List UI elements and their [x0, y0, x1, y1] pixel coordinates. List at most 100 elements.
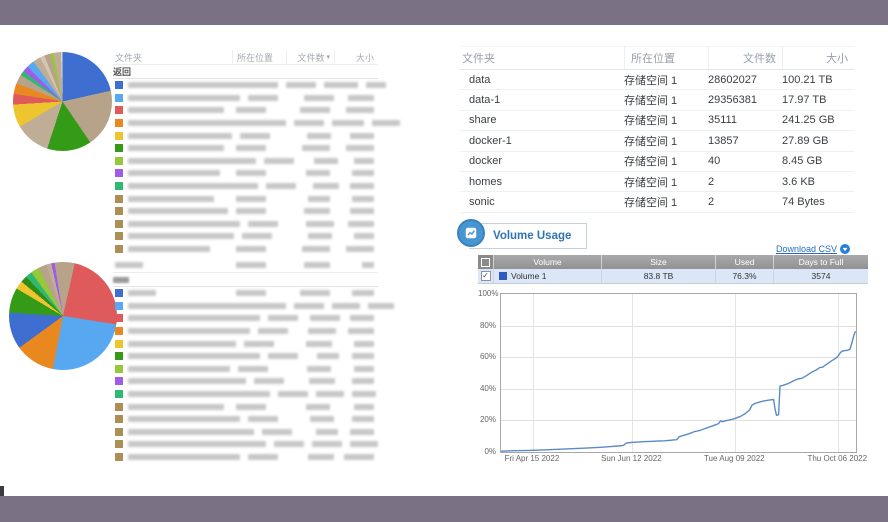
- download-csv-link[interactable]: Download CSV: [775, 244, 837, 254]
- blurred-size: [347, 94, 374, 101]
- x-axis-tick-label: Fri Apr 15 2022: [504, 454, 560, 463]
- column-header-folder[interactable]: 文件夹: [462, 53, 495, 65]
- blurred-size: [354, 403, 374, 410]
- folder-color-swatch: [115, 106, 123, 115]
- volume-usage-title: Volume Usage: [493, 230, 572, 242]
- folder-name: share: [469, 114, 497, 127]
- blurred-folder-row[interactable]: [113, 180, 378, 193]
- folder-row[interactable]: share 存储空间 1 35111 241.25 GB: [460, 111, 854, 132]
- blurred-folder-name: [128, 145, 224, 152]
- blurred-folder-name: [128, 315, 260, 322]
- folder-color-swatch: [115, 169, 123, 178]
- blurred-folder-row[interactable]: [113, 92, 378, 105]
- blurred-filecount: [332, 120, 364, 127]
- volume-size: 83.8 TB: [601, 269, 715, 283]
- blurred-folder-row[interactable]: [113, 155, 378, 168]
- folder-filecount: 28602027: [708, 73, 757, 86]
- folder-row[interactable]: docker-1 存储空间 1 13857 27.89 GB: [460, 131, 854, 152]
- volume-color-swatch: [499, 272, 507, 280]
- blurred-folder-row[interactable]: [113, 325, 378, 338]
- back-link[interactable]: 返回: [113, 65, 378, 79]
- blurred-folder-row[interactable]: [113, 300, 394, 313]
- blurred-folder-row[interactable]: [113, 363, 378, 376]
- blurred-folder-row[interactable]: [113, 192, 378, 205]
- blurred-size: [368, 302, 394, 309]
- usage-line-series: [501, 330, 856, 452]
- blurred-filecount: [300, 290, 330, 297]
- blurred-filecount: [324, 82, 358, 89]
- window-top-bar: [0, 0, 888, 25]
- blurred-folder-row[interactable]: [113, 337, 378, 350]
- back-link-blurred[interactable]: [113, 273, 378, 287]
- blurred-folder-row[interactable]: [113, 375, 378, 388]
- folder-row[interactable]: data-1 存储空间 1 29356381 17.97 TB: [460, 90, 854, 111]
- left-folders-table-top: 文件夹 所在位置 文件数 ▾ 大小 返回: [113, 50, 400, 256]
- download-icon[interactable]: [840, 244, 850, 256]
- blurred-folder-row[interactable]: [113, 117, 400, 130]
- blurred-folder-name: [128, 290, 156, 297]
- blurred-folder-row[interactable]: [113, 287, 378, 300]
- blurred-location: [248, 454, 278, 461]
- column-header-filecount[interactable]: 文件数: [708, 47, 782, 69]
- volume-usage-tab[interactable]: Volume Usage: [469, 223, 588, 249]
- blurred-location: [236, 208, 266, 215]
- table-header-row-blurred: [113, 258, 378, 273]
- blurred-folder-row[interactable]: [113, 218, 378, 231]
- folder-name: docker: [469, 155, 503, 168]
- blurred-folder-row[interactable]: [113, 230, 378, 243]
- folder-row[interactable]: sonic 存储空间 1 2 74 Bytes: [460, 192, 854, 213]
- blurred-filecount: [300, 107, 330, 114]
- column-header-size[interactable]: 大小: [782, 47, 854, 69]
- blurred-folder-row[interactable]: [113, 413, 378, 426]
- folder-size: 100.21 TB: [782, 73, 833, 86]
- column-header-location[interactable]: 所在位置: [624, 47, 708, 69]
- folder-location: 存储空间 1: [624, 74, 678, 87]
- column-header-location[interactable]: 所在位置: [232, 50, 286, 64]
- blurred-folder-row[interactable]: [113, 142, 378, 155]
- blurred-folder-name: [128, 246, 210, 253]
- blurred-location: [248, 416, 278, 423]
- blurred-folder-row[interactable]: [113, 129, 378, 142]
- select-all-checkbox[interactable]: [478, 255, 493, 269]
- gridline: [501, 420, 856, 422]
- blurred-size: [351, 416, 374, 423]
- blurred-filecount: [317, 353, 340, 360]
- folder-color-swatch: [115, 364, 123, 373]
- column-header-size: Size: [601, 255, 715, 269]
- folder-name: homes: [469, 175, 503, 188]
- folder-color-swatch: [115, 232, 123, 241]
- blurred-folder-row[interactable]: [113, 167, 378, 180]
- blurred-folder-row[interactable]: [113, 426, 378, 439]
- column-header-filecount[interactable]: 文件数 ▾: [286, 50, 334, 64]
- blurred-folder-row[interactable]: [113, 400, 378, 413]
- x-axis-tick-label: Tue Aug 09 2022: [703, 454, 765, 463]
- blurred-folder-row[interactable]: [113, 312, 378, 325]
- column-header-folder[interactable]: 文件夹: [115, 52, 143, 63]
- folder-name: data: [469, 73, 491, 86]
- folder-row[interactable]: data 存储空间 1 28602027 100.21 TB: [460, 70, 854, 91]
- folder-filecount: 2: [708, 175, 715, 188]
- blurred-filecount: [302, 246, 330, 253]
- blurred-folder-row[interactable]: [113, 350, 378, 363]
- blurred-folder-row[interactable]: [113, 243, 378, 256]
- blurred-filecount: [306, 170, 330, 177]
- blurred-folder-row[interactable]: [113, 388, 378, 401]
- column-header-size[interactable]: 大小: [334, 50, 378, 64]
- volume-checkbox[interactable]: ✓: [480, 271, 491, 281]
- blurred-location: [258, 328, 288, 335]
- folder-location: 存储空间 1: [624, 156, 678, 169]
- y-axis-tick-label: 100%: [478, 289, 499, 298]
- volume-row[interactable]: ✓ Volume 1 83.8 TB 76.3% 3574: [478, 269, 868, 283]
- folder-filecount: 2: [708, 196, 715, 209]
- blurred-folder-row[interactable]: [113, 104, 378, 117]
- blurred-location: [248, 94, 278, 101]
- blurred-folder-row[interactable]: [113, 451, 378, 464]
- folder-row[interactable]: homes 存储空间 1 2 3.6 KB: [460, 172, 854, 193]
- gridline: [501, 357, 856, 359]
- blurred-folder-row[interactable]: [113, 79, 386, 92]
- folder-row[interactable]: docker 存储空间 1 40 8.45 GB: [460, 152, 854, 172]
- blurred-folder-row[interactable]: [113, 438, 378, 451]
- chart-plot-area: [500, 293, 857, 453]
- blurred-folder-row[interactable]: [113, 205, 378, 218]
- blurred-size: [346, 145, 374, 152]
